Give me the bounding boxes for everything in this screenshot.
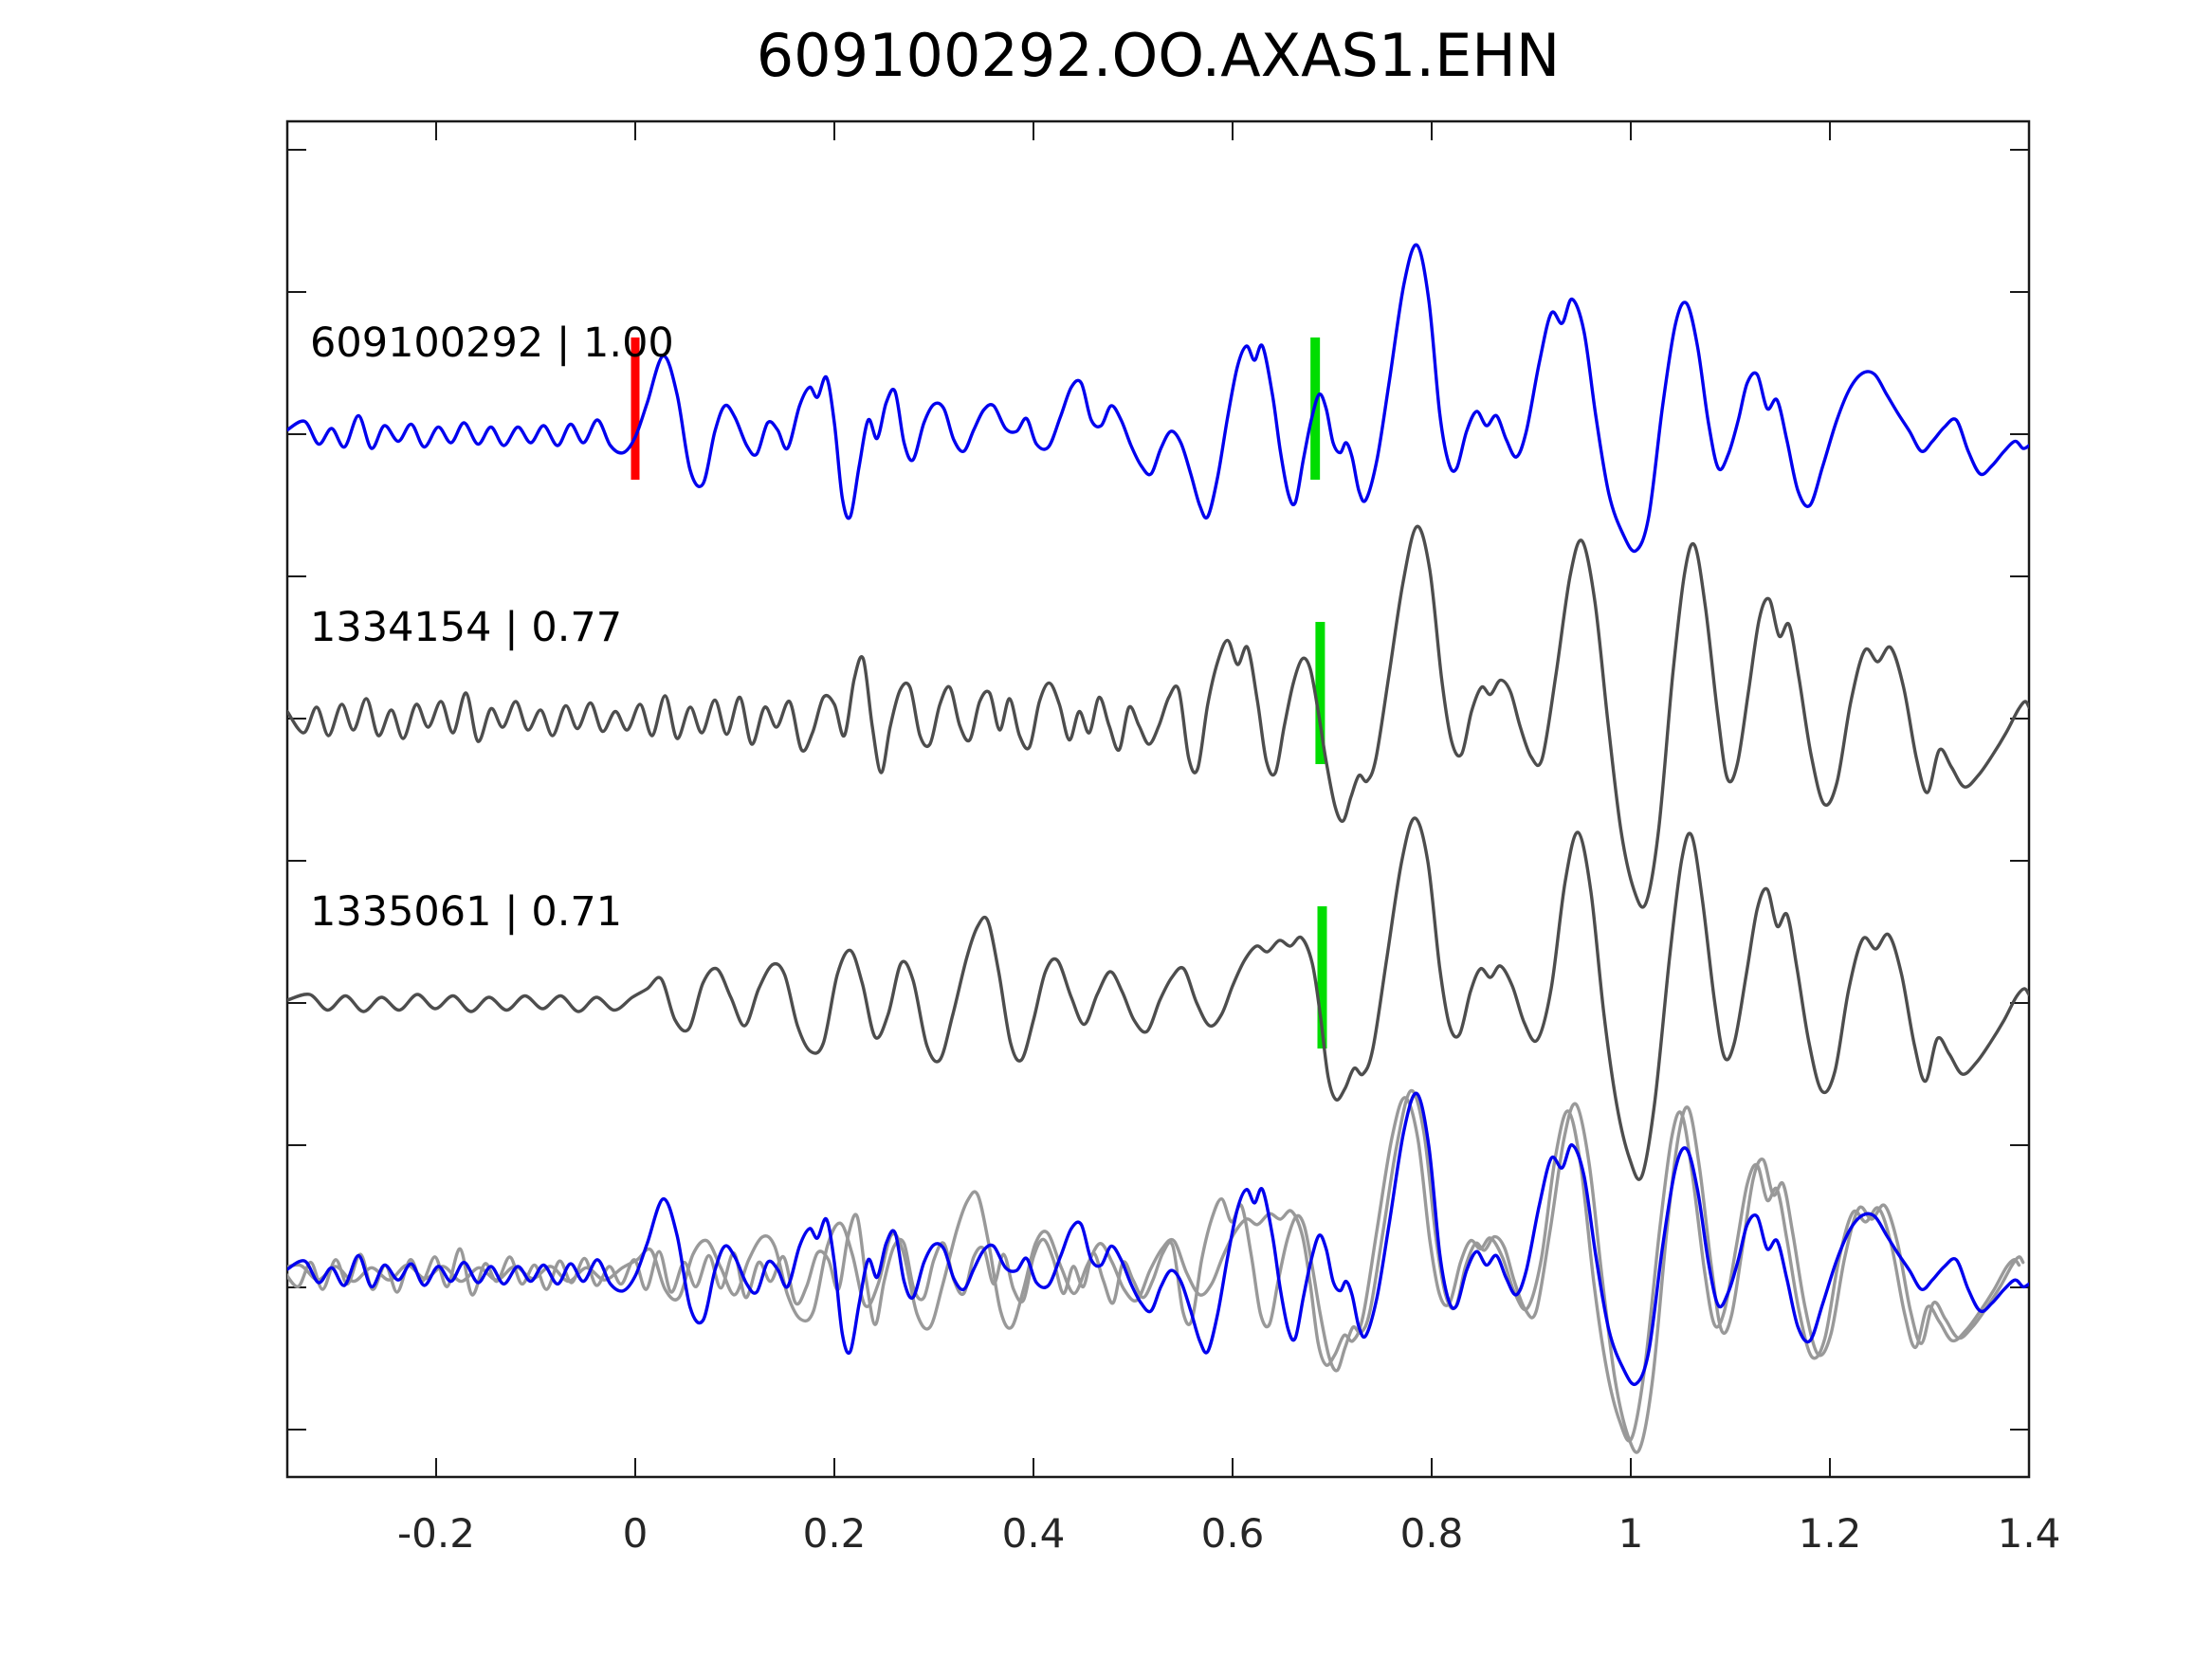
x-tick-label: -0.2 [397, 1510, 475, 1557]
x-tick-label: 0.8 [1400, 1510, 1464, 1557]
trace-label-609100292: 609100292 | 1.00 [310, 319, 674, 367]
overlay-trace-609100292 [287, 1091, 2029, 1387]
pick-marker-1334154 [1315, 622, 1325, 765]
reference-marker-609100292 [631, 337, 640, 481]
figure-title: 609100292.OO.AXAS1.EHN [756, 21, 1561, 90]
overlay-trace-1335061 [287, 1096, 2021, 1443]
x-tick-label: 1.4 [1998, 1510, 2061, 1557]
trace-path-1334154 [287, 524, 2029, 909]
x-tick-label: 1.2 [1799, 1510, 1862, 1557]
trace-path-609100292 [287, 243, 2029, 554]
x-tick-label: 1 [1618, 1510, 1644, 1557]
x-tick-label: 0.2 [803, 1510, 867, 1557]
x-tick-label: 0 [623, 1510, 649, 1557]
plot-border [285, 119, 2031, 1479]
x-tick-label: 0.4 [1002, 1510, 1066, 1557]
trace-label-1334154: 1334154 | 0.77 [310, 604, 622, 651]
trace-path-1335061 [287, 816, 2029, 1181]
pick-marker-1335061 [1317, 906, 1327, 1049]
x-tick-label: 0.6 [1201, 1510, 1265, 1557]
trace-label-1335061: 1335061 | 0.71 [310, 888, 622, 936]
